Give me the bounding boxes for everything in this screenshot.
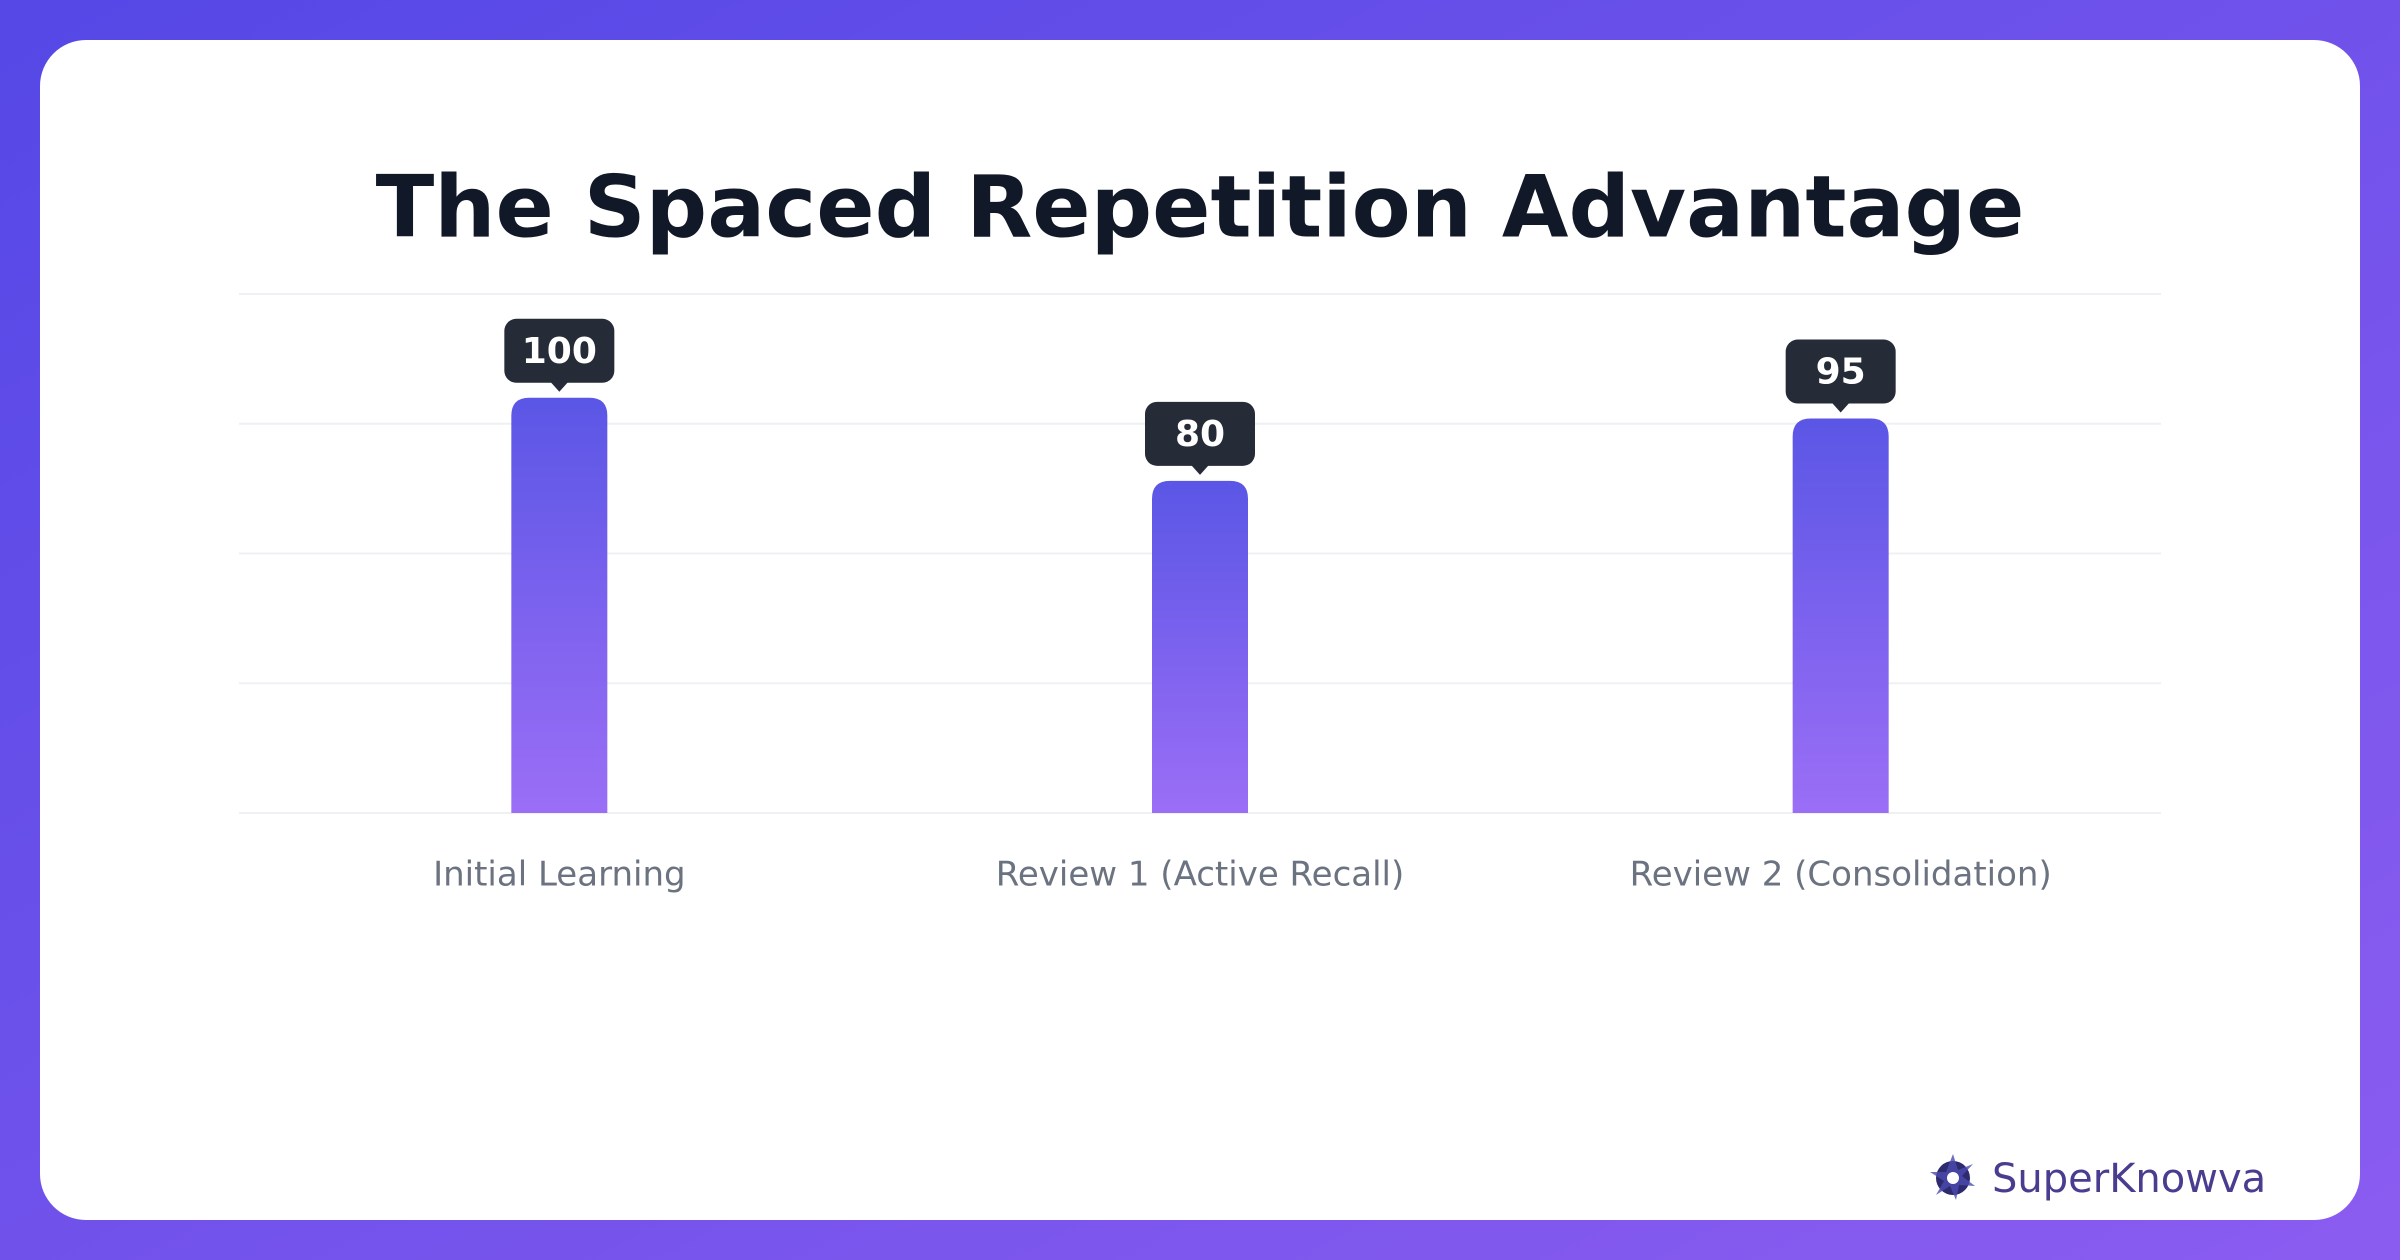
x-tick-label: Initial Learning bbox=[433, 855, 686, 895]
brand-logo bbox=[1930, 1154, 1975, 1200]
value-label: 80 bbox=[1175, 414, 1225, 455]
value-label-tail bbox=[1191, 464, 1209, 475]
brand-name: SuperKnowva bbox=[1992, 1156, 2266, 1202]
bar bbox=[511, 397, 608, 813]
chart-title: The Spaced Repetition Advantage bbox=[376, 157, 2025, 257]
value-label: 100 bbox=[522, 331, 597, 372]
value-label-box bbox=[504, 318, 615, 383]
x-tick-label: Review 1 (Active Recall) bbox=[996, 855, 1405, 895]
logo-center bbox=[1947, 1172, 1959, 1184]
bar bbox=[1152, 480, 1248, 813]
value-label-tail bbox=[550, 381, 569, 392]
value-label-box bbox=[1145, 401, 1255, 466]
value-label-box bbox=[1785, 339, 1896, 404]
value-label-tail bbox=[1831, 402, 1850, 413]
x-tick-label: Review 2 (Consolidation) bbox=[1630, 855, 2052, 895]
bar bbox=[1792, 418, 1889, 813]
value-label: 95 bbox=[1816, 352, 1866, 393]
